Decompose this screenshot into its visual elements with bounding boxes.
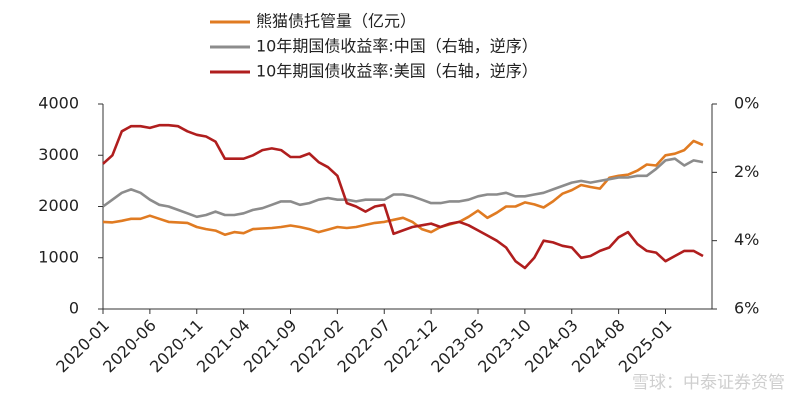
y-tick-label: 3000 (38, 145, 79, 164)
y2-tick-label: 0% (734, 94, 759, 113)
y-tick-label: 0 (69, 299, 79, 318)
series-line (102, 139, 704, 236)
y2-tick-label: 6% (734, 299, 759, 318)
y2-tick-label: 2% (734, 162, 759, 181)
series-line (102, 157, 704, 219)
legend-label: 10年期国债收益率:中国（右轴，逆序） (256, 37, 538, 56)
y2-tick-label: 4% (734, 230, 759, 249)
legend-label: 熊猫债托管量（亿元） (256, 12, 416, 31)
series-line (102, 123, 704, 270)
y-tick-label: 1000 (38, 247, 79, 266)
y-tick-label: 4000 (38, 94, 79, 113)
y-tick-label: 2000 (38, 196, 79, 215)
legend-label: 10年期国债收益率:美国（右轴，逆序） (256, 62, 538, 81)
watermark: 雪球：中泰证券资管 (632, 373, 785, 393)
